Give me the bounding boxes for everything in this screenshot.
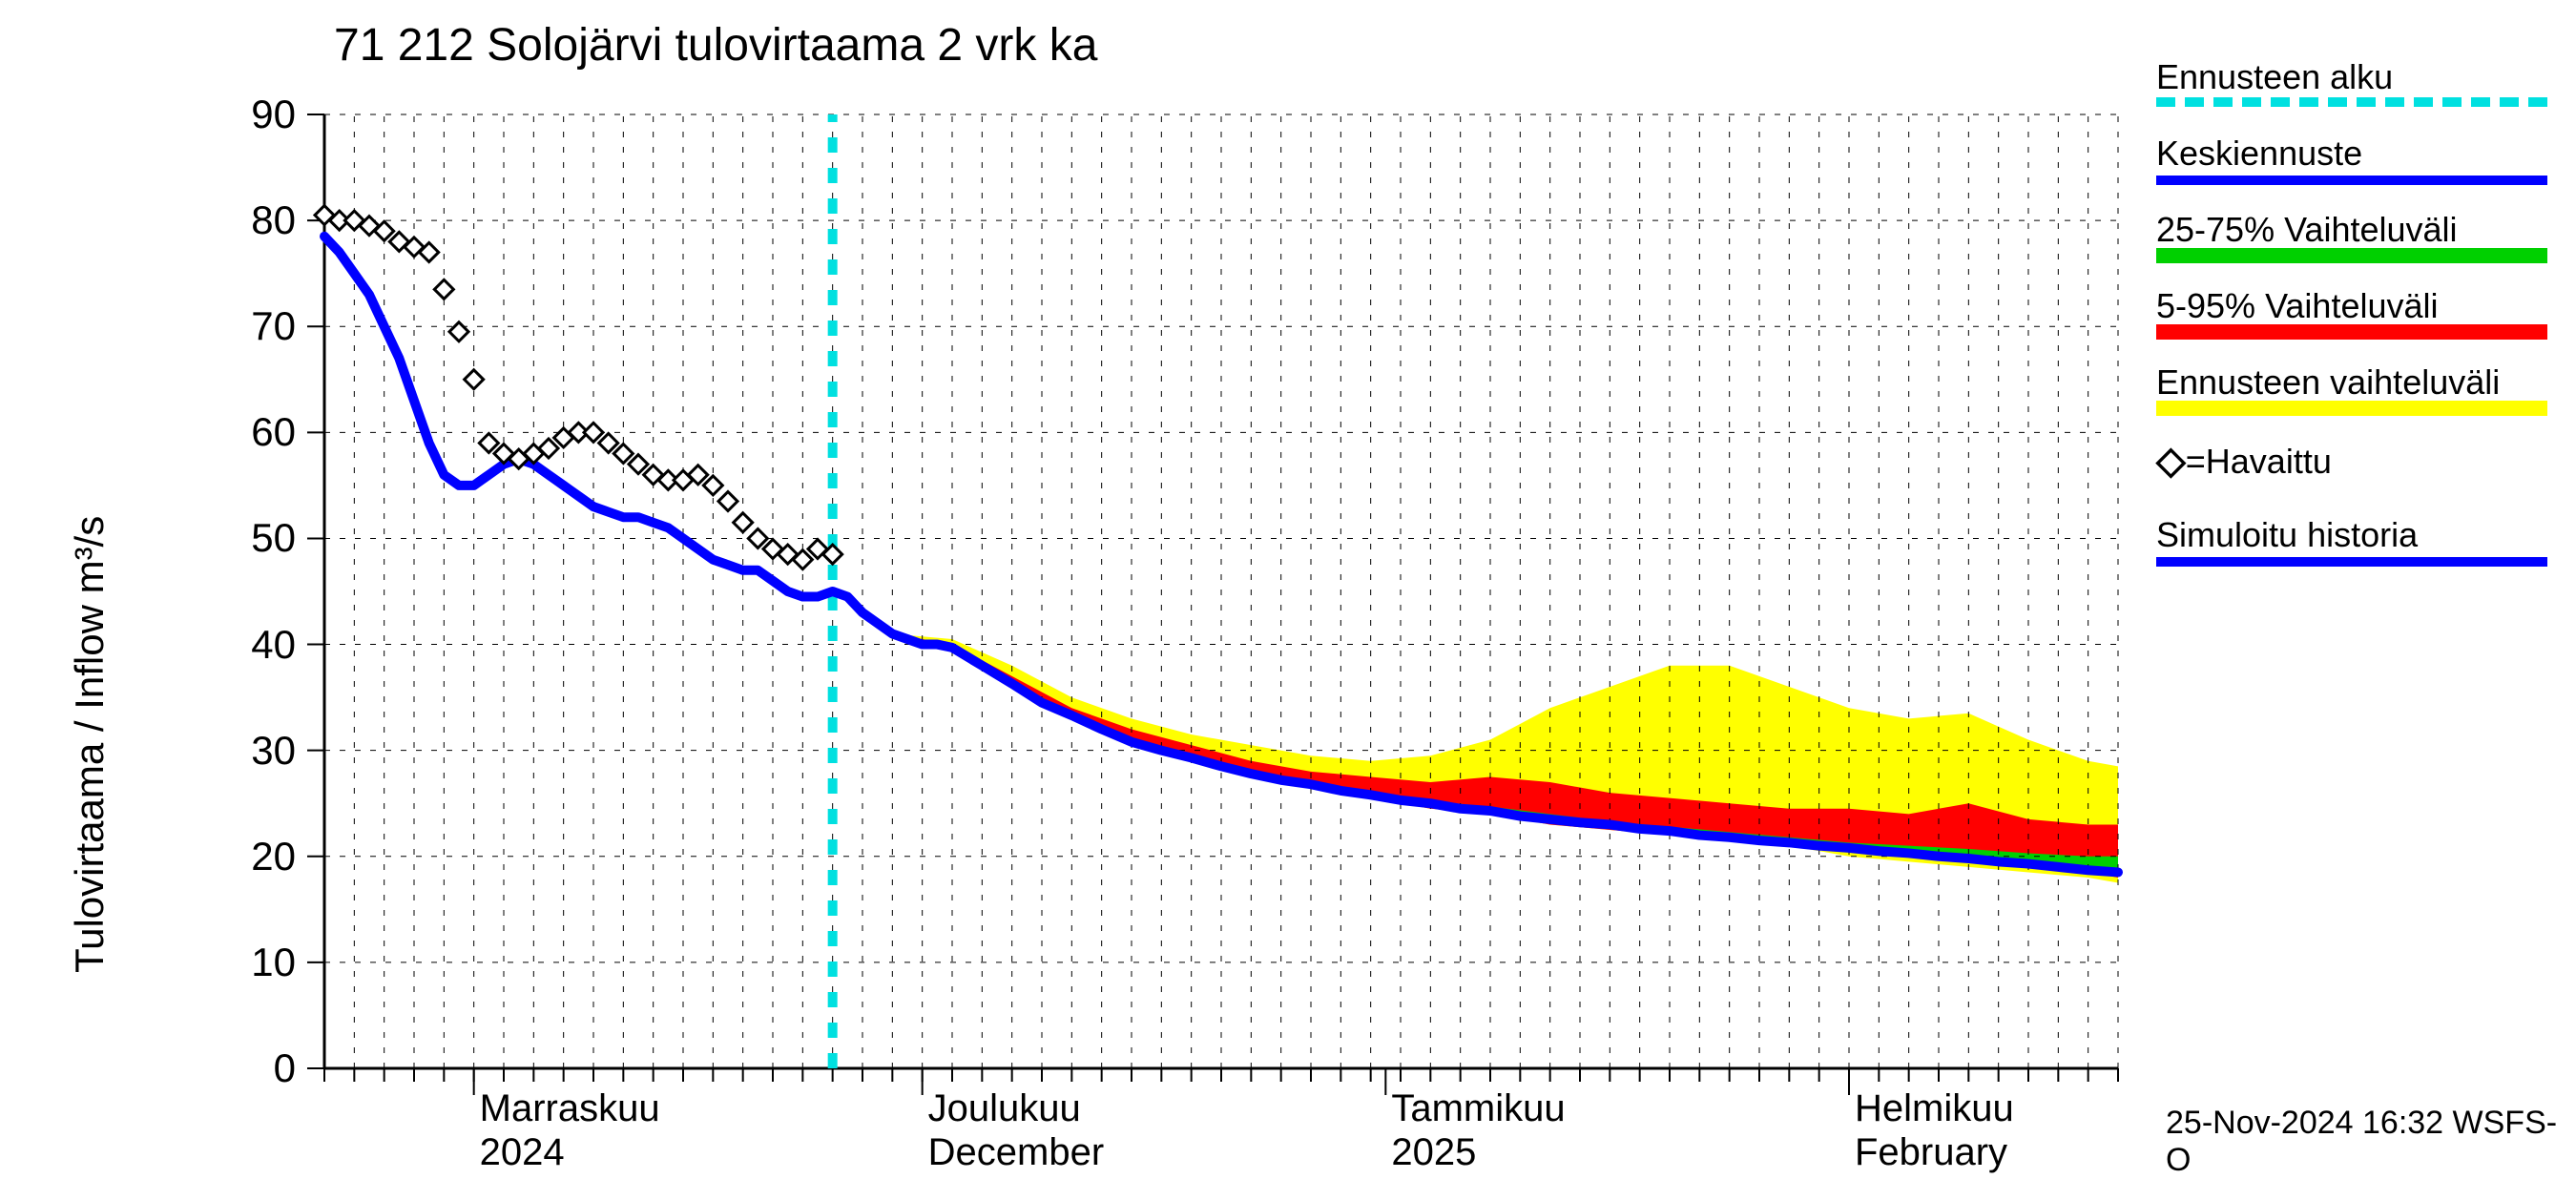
y-tick-label: 80 [219,197,296,243]
x-tick-label: Joulukuu [928,1087,1081,1130]
legend-item: ◇=Havaittu [2156,439,2547,486]
legend-swatch [2156,176,2547,185]
x-tick-label: February [1855,1131,2007,1174]
x-tick-label: December [928,1131,1105,1174]
legend-label: 5-95% Vaihteluväli [2156,286,2439,326]
y-tick-label: 20 [219,834,296,879]
legend-label: ◇=Havaittu [2156,439,2332,483]
legend-swatch [2156,248,2547,263]
y-tick-label: 30 [219,728,296,774]
legend-swatch [2156,557,2547,567]
y-tick-label: 0 [219,1045,296,1091]
legend-label: Ennusteen vaihteluväli [2156,362,2500,403]
legend-item: Simuloitu historia [2156,515,2547,563]
y-tick-label: 70 [219,303,296,349]
legend-label: Keskiennuste [2156,134,2362,174]
y-tick-label: 60 [219,409,296,455]
y-tick-label: 90 [219,92,296,137]
legend-item: Keskiennuste [2156,134,2547,181]
legend-swatch [2156,97,2547,107]
legend-item: Ennusteen vaihteluväli [2156,362,2547,410]
legend-swatch [2156,324,2547,340]
chart-wrapper: 71 212 Solojärvi tulovirtaama 2 vrk ka T… [0,0,2576,1145]
x-tick-label: Tammikuu [1391,1087,1565,1130]
legend-label: 25-75% Vaihteluväli [2156,210,2458,250]
diamond-icon: ◇ [2156,440,2186,482]
x-tick-label: Marraskuu [480,1087,660,1130]
legend-swatch [2156,401,2547,416]
x-tick-label: 2025 [1391,1131,1476,1174]
legend-item: 5-95% Vaihteluväli [2156,286,2547,334]
footer-timestamp: 25-Nov-2024 16:32 WSFS-O [2166,1105,2576,1179]
legend-label: Simuloitu historia [2156,515,2418,555]
x-tick-label: 2024 [480,1131,565,1174]
y-tick-label: 10 [219,940,296,985]
legend-item: Ennusteen alku [2156,57,2547,105]
legend-label: Ennusteen alku [2156,57,2393,97]
y-tick-label: 40 [219,622,296,668]
y-tick-label: 50 [219,515,296,561]
x-tick-label: Helmikuu [1855,1087,2014,1130]
legend-item: 25-75% Vaihteluväli [2156,210,2547,258]
